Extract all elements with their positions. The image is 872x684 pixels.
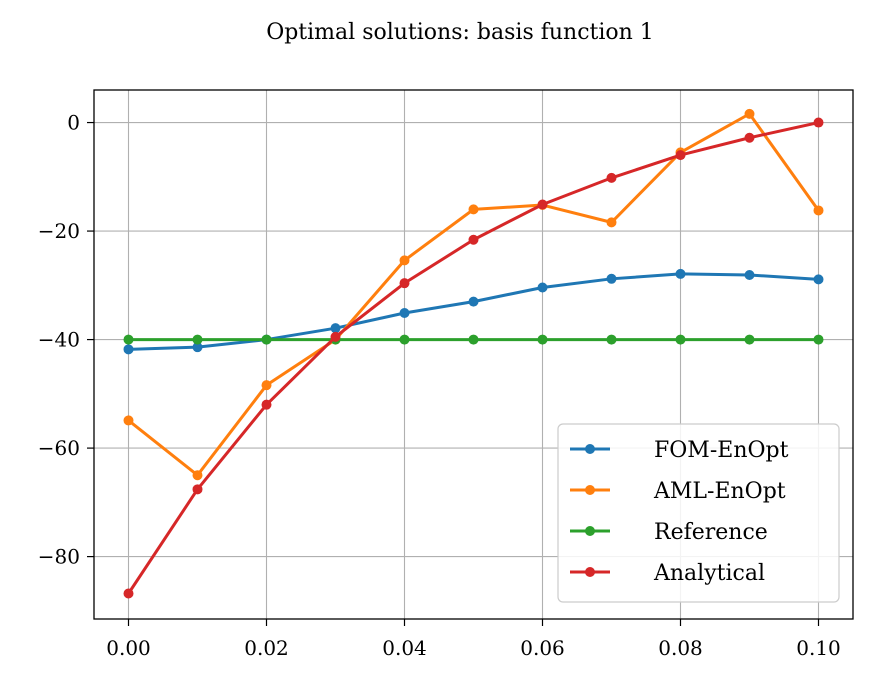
point-reference — [813, 334, 824, 345]
legend-label-aml-enopt: AML-EnOpt — [653, 479, 786, 504]
point-aml-enopt — [813, 205, 824, 216]
point-reference — [468, 334, 479, 345]
point-aml-enopt — [192, 470, 203, 481]
point-analytical — [813, 117, 824, 128]
y-tick-label: −40 — [38, 328, 80, 352]
point-reference — [399, 334, 410, 345]
point-fom-enopt — [192, 342, 203, 353]
point-analytical — [123, 588, 134, 599]
point-analytical — [330, 331, 341, 342]
x-tick-label: 0.04 — [382, 636, 427, 660]
point-aml-enopt — [399, 255, 410, 266]
point-analytical — [537, 199, 548, 210]
legend-label-analytical: Analytical — [653, 561, 765, 586]
legend-marker-fom-enopt — [585, 444, 595, 454]
point-analytical — [192, 484, 203, 495]
legend-box — [557, 423, 840, 603]
y-tick-label: −60 — [38, 436, 80, 460]
point-fom-enopt — [330, 323, 341, 334]
point-analytical — [261, 399, 272, 410]
point-reference — [123, 334, 134, 345]
y-tick-label: −80 — [38, 545, 80, 569]
point-analytical — [468, 234, 479, 245]
legend-marker-reference — [585, 526, 595, 536]
point-analytical — [744, 132, 755, 143]
point-fom-enopt — [606, 273, 617, 284]
x-tick-label: 0.02 — [244, 636, 289, 660]
point-reference — [537, 334, 548, 345]
point-fom-enopt — [813, 274, 824, 285]
point-reference — [606, 334, 617, 345]
plot-area-frame — [93, 89, 854, 620]
point-analytical — [675, 150, 686, 161]
point-analytical — [606, 172, 617, 183]
x-tick-label: 0.06 — [520, 636, 565, 660]
point-aml-enopt — [468, 204, 479, 215]
legend-label-reference: Reference — [654, 520, 768, 545]
y-tick-label: −20 — [38, 219, 80, 243]
x-tick-label: 0.10 — [796, 636, 841, 660]
point-aml-enopt — [261, 380, 272, 391]
point-aml-enopt — [123, 415, 134, 426]
point-reference — [675, 334, 686, 345]
series-line-aml-enopt — [127, 112, 820, 477]
y-tick-label: 0 — [67, 111, 80, 135]
x-tick-label: 0.00 — [106, 636, 151, 660]
chart-title: Optimal solutions: basis function 1 — [266, 20, 654, 45]
point-analytical — [399, 278, 410, 289]
point-fom-enopt — [675, 268, 686, 279]
legend-label-fom-enopt: FOM-EnOpt — [654, 438, 789, 463]
point-reference — [261, 334, 272, 345]
point-fom-enopt — [399, 307, 410, 318]
x-tick-label: 0.08 — [658, 636, 703, 660]
point-reference — [192, 334, 203, 345]
point-aml-enopt — [606, 217, 617, 228]
point-reference — [744, 334, 755, 345]
point-fom-enopt — [537, 282, 548, 293]
series-layer — [123, 108, 824, 599]
legend: FOM-EnOpt AML-EnOpt Reference Analytical — [557, 423, 840, 603]
point-fom-enopt — [123, 344, 134, 355]
axis-ticks: 0.00 0.02 0.04 0.06 0.08 0.10 0 −20 −40 −60 −80 — [38, 111, 841, 660]
point-fom-enopt — [468, 296, 479, 307]
legend-marker-aml-enopt — [585, 485, 595, 495]
point-aml-enopt — [744, 108, 755, 119]
point-fom-enopt — [744, 270, 755, 281]
legend-marker-analytical — [585, 567, 595, 577]
